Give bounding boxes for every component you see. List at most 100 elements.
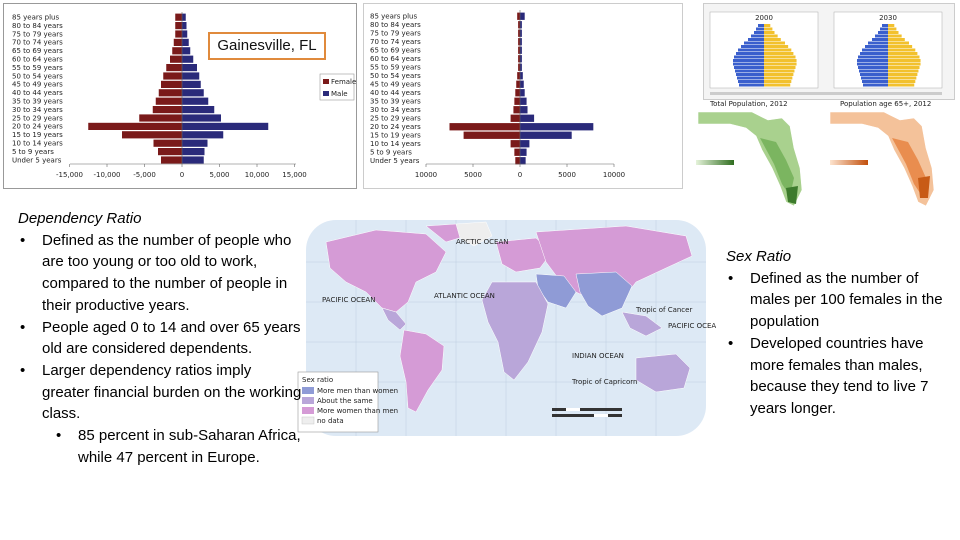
small-pyramid-female-bar bbox=[764, 83, 791, 87]
pyramid-right-age-label: 20 to 24 years bbox=[370, 123, 421, 131]
small-pyramid-female-bar bbox=[888, 31, 899, 34]
pyramid-left-male-bar bbox=[182, 22, 187, 30]
pyramid-left-male-bar bbox=[182, 97, 209, 105]
pyramid-left-female-bar bbox=[161, 156, 182, 164]
pyramid-left-age-label: Under 5 years bbox=[12, 156, 62, 164]
pyramid-left-female-bar bbox=[122, 131, 182, 139]
small-pyramid-svg: 2000 2030 bbox=[709, 11, 943, 95]
small-pyramid-female-bar bbox=[764, 73, 794, 76]
pyramid-left-age-label: 60 to 64 years bbox=[12, 56, 63, 64]
sex-ratio-bullet-1: Defined as the number of males per 100 f… bbox=[726, 268, 948, 333]
small-pyramid-male-bar bbox=[756, 27, 764, 31]
pyramid-left-male-bar bbox=[182, 38, 189, 46]
ocean-label-pacific-west: PACIFIC OCEAN bbox=[668, 322, 716, 330]
pyramid-right-age-label: 45 to 49 years bbox=[370, 81, 421, 89]
pyramid-right-female-bar bbox=[518, 46, 520, 54]
dependency-sub-bullet: 85 percent in sub-Saharan Africa, while … bbox=[18, 425, 302, 468]
pyramid-right-female-bar bbox=[518, 21, 520, 29]
small-pyramid-female-bar bbox=[764, 52, 794, 55]
south-america bbox=[399, 329, 445, 413]
pyramid-right-age-label: 15 to 19 years bbox=[370, 132, 421, 140]
pyramid-right-male-bar bbox=[520, 123, 594, 131]
world-map-svg: ARCTIC OCEAN ATLANTIC OCEAN PACIFIC OCEA… bbox=[297, 220, 721, 436]
small-pyramid-female-bar bbox=[888, 59, 921, 62]
pyramid-right-x-tick: 0 bbox=[518, 171, 522, 179]
small-pyramid-female-bar bbox=[764, 34, 778, 38]
small-pyramid-female-bar bbox=[888, 66, 920, 69]
legend-female-label: Female bbox=[331, 78, 356, 86]
small-pyramid-female-bar bbox=[888, 80, 916, 83]
pyramid-left-male-bar bbox=[182, 55, 194, 63]
pyramid-right-male-bar bbox=[520, 89, 525, 97]
small-pyramid-male-bar bbox=[736, 52, 764, 55]
pyramid-right-female-bar bbox=[514, 148, 520, 156]
small-pyramid-female-bar bbox=[764, 62, 797, 66]
pyramid-left-male-bar bbox=[182, 106, 215, 114]
small-pyramid-male-bar bbox=[868, 41, 888, 45]
small-pyramid-female-bar bbox=[888, 69, 919, 73]
pyramid-left-age-label: 10 to 14 years bbox=[12, 140, 63, 148]
pyramid-right-age-label: 55 to 59 years bbox=[370, 64, 421, 72]
small-pyramid-male-bar bbox=[882, 24, 888, 27]
pyramid-left-female-bar bbox=[158, 89, 182, 97]
pyramid-left-age-label: 70 to 74 years bbox=[12, 39, 63, 47]
pyramid-left-x-tick: 10,000 bbox=[245, 171, 270, 179]
pyramid-left-female-bar bbox=[166, 64, 182, 72]
small-pyramid-male-bar bbox=[754, 31, 764, 34]
pyramid-right-male-bar bbox=[520, 148, 527, 156]
gainesville-label: Gainesville, FL bbox=[208, 32, 326, 60]
pyramid-left-male-bar bbox=[182, 30, 188, 38]
north-america bbox=[325, 229, 447, 313]
small-pyramid-female-bar bbox=[764, 55, 796, 59]
pyramid-right-male-bar bbox=[520, 106, 528, 114]
pyramid-left-male-bar bbox=[182, 122, 269, 130]
pyramid-left-female-bar bbox=[139, 114, 182, 122]
world-sex-ratio-map: ARCTIC OCEAN ATLANTIC OCEAN PACIFIC OCEA… bbox=[296, 212, 721, 444]
pyramid-right-female-bar bbox=[510, 140, 520, 148]
pyramid-left-male-bar bbox=[182, 13, 186, 21]
small-pyramid-female-bar bbox=[888, 83, 915, 87]
small-pyramid-male-bar bbox=[858, 66, 888, 69]
small-pyramid-female-bar bbox=[888, 62, 921, 66]
small-pyramid-male-bar bbox=[860, 52, 888, 55]
small-pyramid-male-bar bbox=[736, 73, 764, 76]
small-pyramid-male-bar bbox=[858, 55, 888, 59]
pyramid-left-female-bar bbox=[153, 139, 182, 147]
florida-map-left bbox=[697, 111, 803, 207]
small-pyramid-female-bar bbox=[888, 55, 920, 59]
sex-ratio-bullet-2: Developed countries have more females th… bbox=[726, 333, 948, 420]
pyramid-left-female-bar bbox=[175, 30, 182, 38]
pyramid-left-x-tick: 5,000 bbox=[209, 171, 229, 179]
pyramid-left-female-bar bbox=[172, 47, 182, 55]
pyramid-right-male-bar bbox=[520, 29, 522, 37]
small-pyramid-male-bar bbox=[860, 73, 888, 76]
small-pyramid-male-bar bbox=[748, 38, 764, 41]
pyramid-left-age-label: 30 to 34 years bbox=[12, 106, 63, 114]
pyramid-left-female-bar bbox=[158, 148, 182, 156]
small-pyramid-year-left: 2000 bbox=[755, 14, 773, 22]
small-pyramid-male-bar bbox=[733, 62, 764, 66]
pyramid-right-female-bar bbox=[515, 157, 520, 165]
small-pyramid-female-bar bbox=[888, 24, 895, 27]
sex-ratio-heading: Sex Ratio bbox=[726, 248, 792, 265]
pyramid-right-male-bar bbox=[520, 72, 523, 80]
small-pyramid-female-bar bbox=[764, 80, 792, 83]
pyramid-right-male-bar bbox=[520, 12, 525, 20]
pyramid-right-female-bar bbox=[449, 123, 520, 131]
pyramid-left-female-bar bbox=[173, 38, 182, 46]
small-pyramid-female-bar bbox=[888, 27, 897, 31]
florida-map-right-title: Population age 65+, 2012 bbox=[840, 100, 931, 108]
pyramid-right-male-bar bbox=[520, 157, 526, 165]
dependency-bullet-1: Defined as the number of people who are … bbox=[18, 230, 302, 317]
pyramid-right-age-label: 70 to 74 years bbox=[370, 38, 421, 46]
small-pyramid-male-bar bbox=[741, 45, 764, 48]
pyramid-right-female-bar bbox=[516, 80, 520, 88]
pyramid-right-male-bar bbox=[520, 55, 522, 63]
legend-item-more-men: More men than women bbox=[317, 387, 398, 395]
pyramid-chart-left: 85 years plus 80 to 84 years 75 to 79 year… bbox=[3, 3, 357, 189]
pyramid-left-male-bar bbox=[182, 72, 200, 80]
small-pyramid-male-bar bbox=[751, 34, 764, 38]
legend-item-no-data: no data bbox=[317, 417, 344, 425]
small-pyramid-female-bar bbox=[888, 34, 902, 38]
